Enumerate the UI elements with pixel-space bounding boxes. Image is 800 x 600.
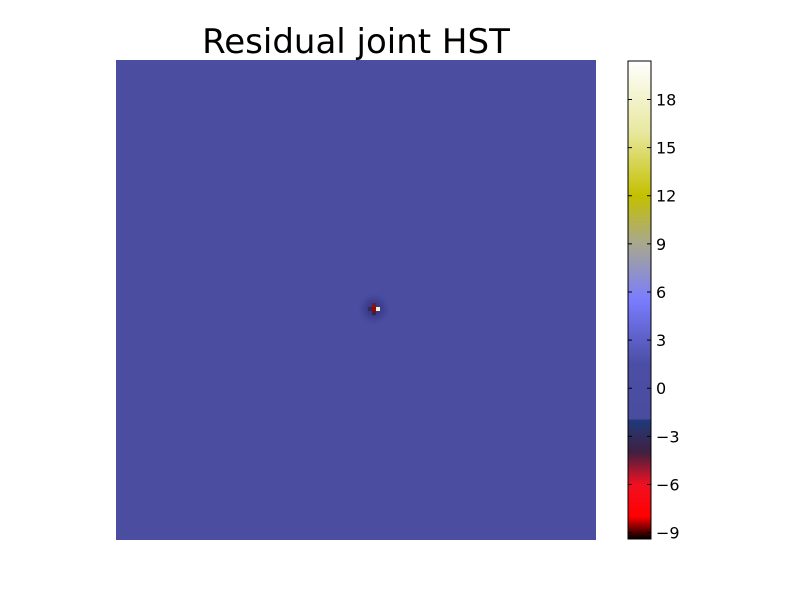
colorbar-frame (627, 60, 652, 540)
colorbar-tick-label: 18 (656, 90, 676, 109)
chart-title: Residual joint HST (202, 22, 510, 62)
source-pixels (368, 303, 380, 315)
colorbar-gradient (628, 61, 651, 539)
source-pixel (372, 303, 376, 307)
colorbar-tick-label: 3 (656, 331, 666, 350)
colorbar-tick-label: 15 (656, 139, 676, 158)
colorbar-tick-label: 0 (656, 379, 666, 398)
source-pixel (372, 311, 376, 315)
colorbar-tick-label: 9 (656, 235, 666, 254)
source-pixel (372, 307, 376, 311)
colorbar: −9 −6 −3 0 3 6 9 12 15 18 (627, 60, 680, 543)
colorbar-tick-label: −9 (656, 524, 680, 543)
residual-background (116, 60, 596, 540)
colorbar-tick-label: 12 (656, 187, 676, 206)
colorbar-tick-label: −3 (656, 427, 680, 446)
source-pixel (376, 307, 380, 311)
colorbar-ticks: −9 −6 −3 0 3 6 9 12 15 18 (628, 90, 680, 543)
residual-image (116, 60, 596, 540)
colorbar-tick-label: 6 (656, 283, 666, 302)
source-pixel (368, 307, 372, 311)
colorbar-tick-label: −6 (656, 475, 680, 494)
